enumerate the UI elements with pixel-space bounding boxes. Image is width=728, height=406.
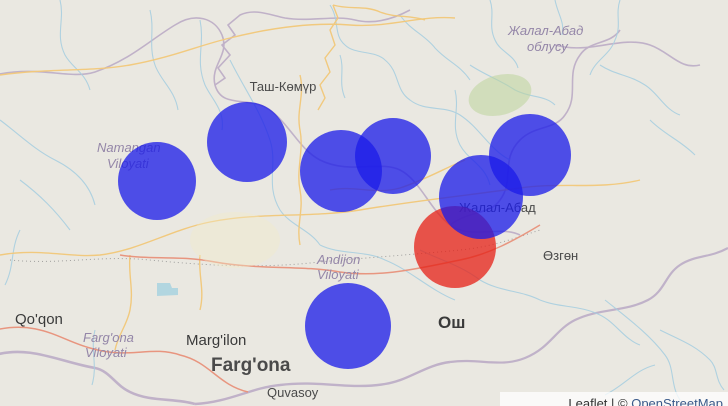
svg-text:Marg'ilon: Marg'ilon bbox=[186, 332, 246, 349]
svg-text:Qo'qon: Qo'qon bbox=[15, 311, 63, 328]
svg-text:Quvasoy: Quvasoy bbox=[267, 385, 319, 400]
svg-text:Өзгөн: Өзгөн bbox=[543, 248, 578, 263]
svg-text:Viloyati: Viloyati bbox=[85, 345, 128, 360]
svg-text:Andijon: Andijon bbox=[316, 252, 360, 267]
svg-text:Farg'ona: Farg'ona bbox=[211, 355, 291, 376]
svg-text:Таш-Көмүр: Таш-Көмүр bbox=[250, 79, 317, 94]
svg-text:Viloyati: Viloyati bbox=[317, 267, 360, 282]
svg-text:Жалал-Абад: Жалал-Абад bbox=[507, 23, 583, 38]
svg-text:Farg'ona: Farg'ona bbox=[83, 330, 134, 345]
svg-text:Ош: Ош bbox=[438, 313, 465, 332]
svg-text:облусу: облусу bbox=[527, 39, 569, 54]
